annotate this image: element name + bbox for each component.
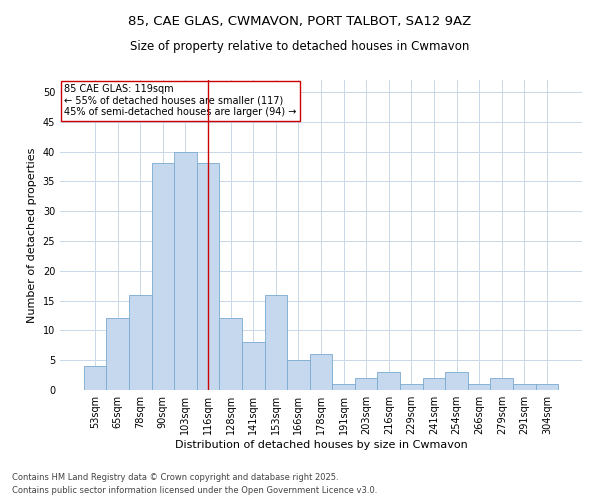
Text: 85, CAE GLAS, CWMAVON, PORT TALBOT, SA12 9AZ: 85, CAE GLAS, CWMAVON, PORT TALBOT, SA12… (128, 15, 472, 28)
Bar (197, 164, 220, 390)
Bar (355, 378, 377, 390)
Bar (377, 372, 400, 390)
Bar (490, 378, 513, 390)
Bar (174, 152, 197, 390)
Bar (287, 360, 310, 390)
Bar (332, 384, 355, 390)
Text: Contains public sector information licensed under the Open Government Licence v3: Contains public sector information licen… (12, 486, 377, 495)
Bar (536, 384, 558, 390)
Y-axis label: Number of detached properties: Number of detached properties (27, 148, 37, 322)
Bar (400, 384, 422, 390)
Text: 85 CAE GLAS: 119sqm
← 55% of detached houses are smaller (117)
45% of semi-detac: 85 CAE GLAS: 119sqm ← 55% of detached ho… (64, 84, 296, 117)
Bar (468, 384, 490, 390)
X-axis label: Distribution of detached houses by size in Cwmavon: Distribution of detached houses by size … (175, 440, 467, 450)
Bar (422, 378, 445, 390)
Bar (310, 354, 332, 390)
Bar (84, 366, 106, 390)
Bar (445, 372, 468, 390)
Bar (513, 384, 536, 390)
Text: Size of property relative to detached houses in Cwmavon: Size of property relative to detached ho… (130, 40, 470, 53)
Text: Contains HM Land Registry data © Crown copyright and database right 2025.: Contains HM Land Registry data © Crown c… (12, 474, 338, 482)
Bar (129, 294, 152, 390)
Bar (106, 318, 129, 390)
Bar (152, 164, 174, 390)
Bar (265, 294, 287, 390)
Bar (242, 342, 265, 390)
Bar (220, 318, 242, 390)
